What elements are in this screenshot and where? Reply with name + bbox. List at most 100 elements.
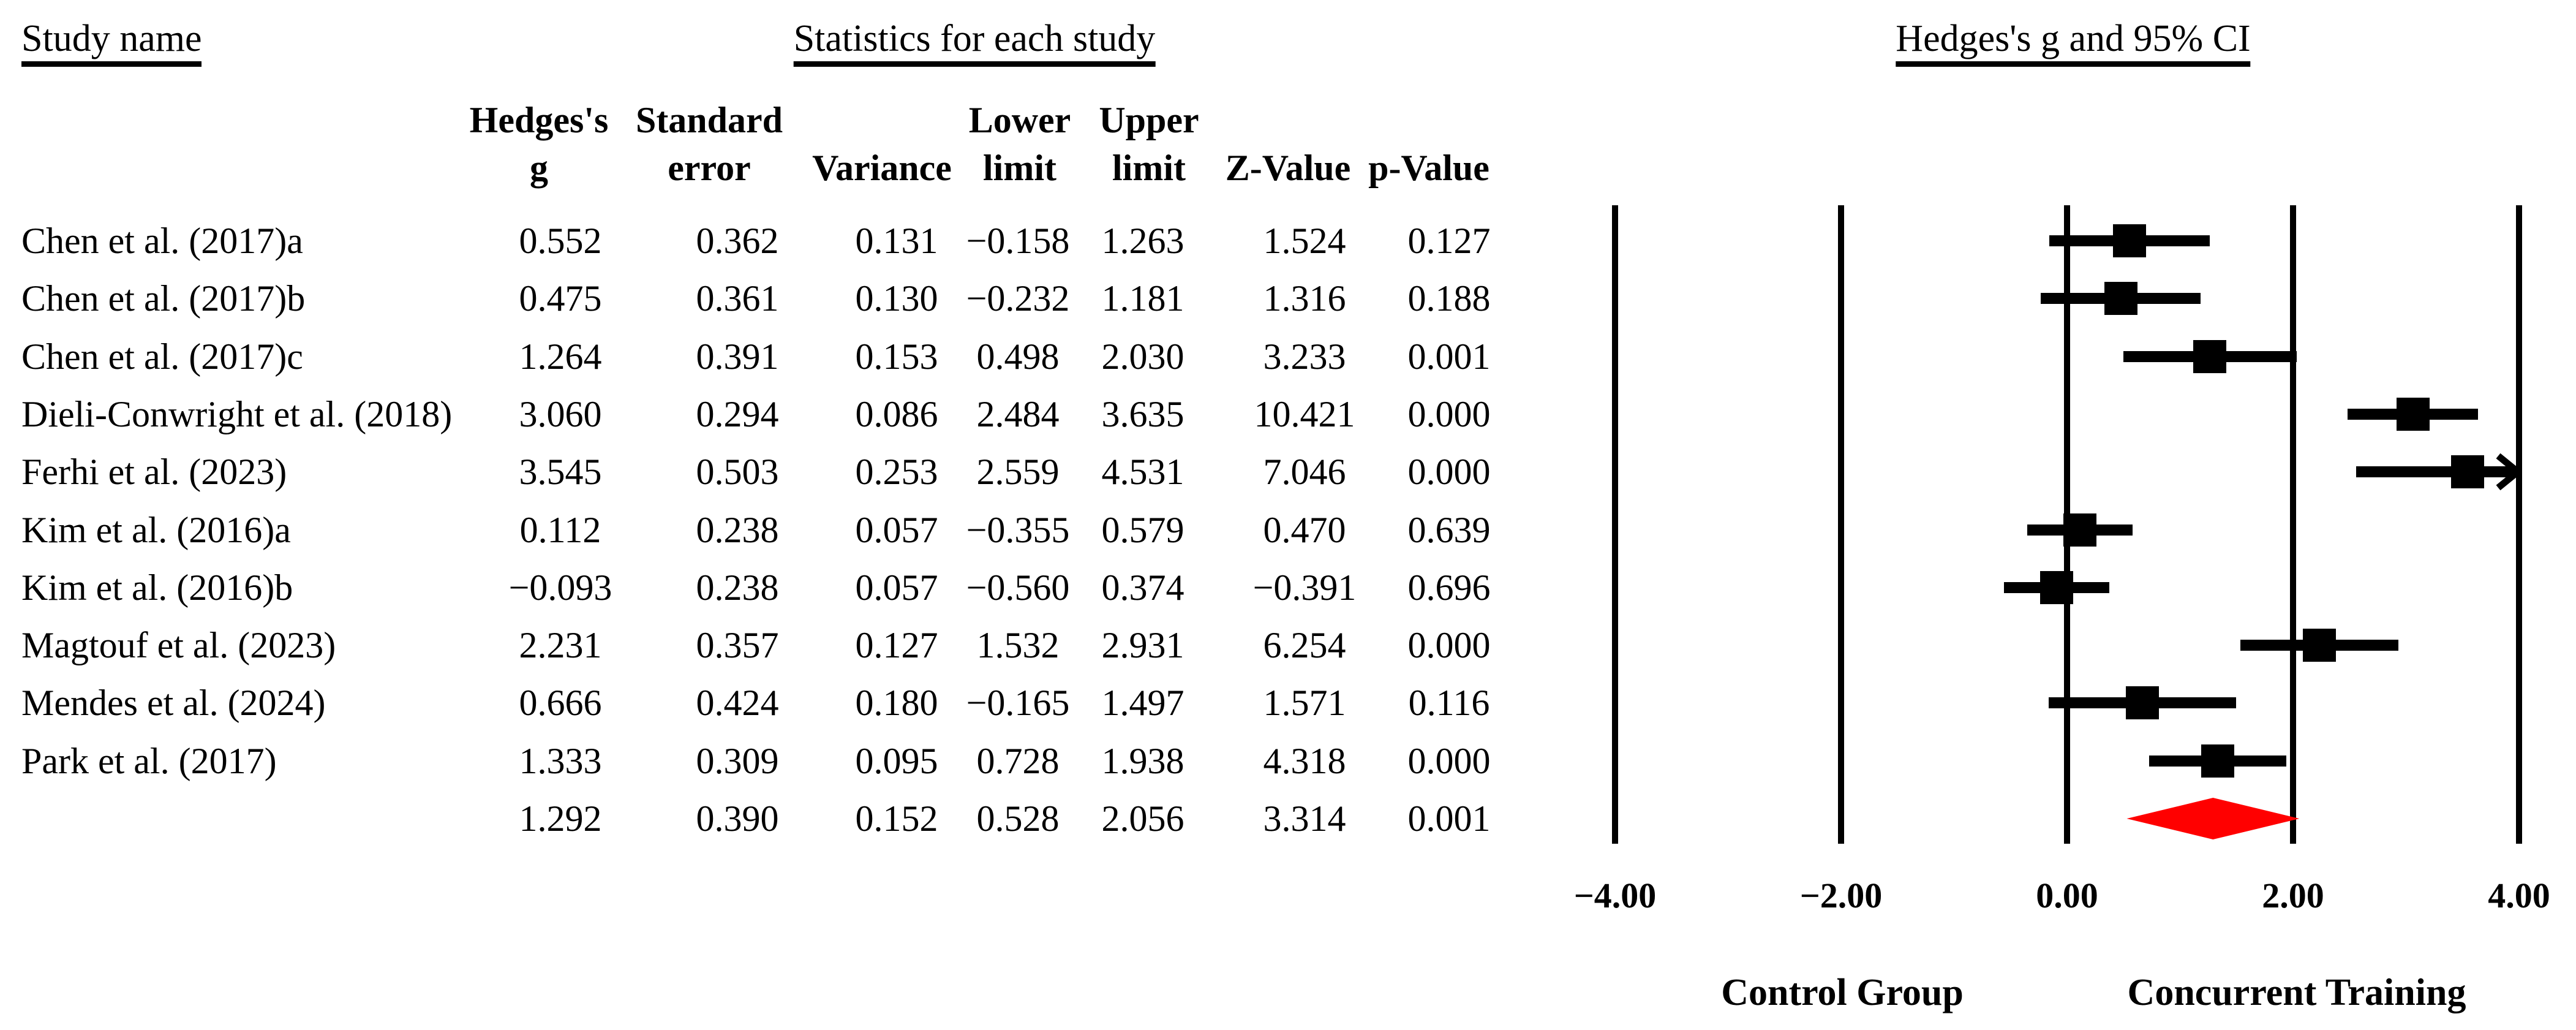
study-name-label: Kim et al. (2016)b bbox=[21, 567, 293, 608]
axis-tick-label: 4.00 bbox=[2488, 876, 2550, 915]
table-cell: 1.938 bbox=[1101, 740, 1184, 781]
table-cell: 3.545 bbox=[519, 452, 602, 493]
table-cell: 0.374 bbox=[1101, 567, 1184, 608]
table-cell: 0.000 bbox=[1407, 625, 1491, 666]
table-cell: 0.188 bbox=[1407, 278, 1491, 319]
table-cell: 2.056 bbox=[1101, 798, 1184, 839]
column-header: Lower bbox=[968, 100, 1071, 140]
table-cell: −0.093 bbox=[508, 567, 612, 608]
table-cell: 3.635 bbox=[1101, 393, 1184, 434]
table-cell: 0.696 bbox=[1407, 567, 1491, 608]
axis-gridline bbox=[2290, 205, 2296, 844]
table-cell: 2.231 bbox=[519, 625, 602, 666]
concurrent-training-label: Concurrent Training bbox=[2127, 972, 2466, 1013]
axis-tick-label: −4.00 bbox=[1573, 876, 1657, 915]
table-cell: 0.000 bbox=[1407, 452, 1491, 493]
table-cell: 0.131 bbox=[855, 221, 938, 261]
effect-square bbox=[2125, 686, 2159, 720]
table-cell: 0.357 bbox=[696, 625, 779, 666]
table-cell: 0.152 bbox=[855, 798, 938, 839]
table-cell: 0.153 bbox=[855, 336, 938, 377]
table-cell: 1.571 bbox=[1263, 683, 1346, 724]
table-cell: 2.484 bbox=[976, 393, 1060, 434]
effect-square bbox=[2112, 224, 2146, 257]
table-cell: 3.314 bbox=[1263, 798, 1346, 839]
table-cell: 0.180 bbox=[855, 683, 938, 724]
table-cell: 0.095 bbox=[855, 740, 938, 781]
table-cell: 0.528 bbox=[976, 798, 1060, 839]
column-header: error bbox=[668, 148, 751, 188]
table-cell: 4.318 bbox=[1263, 740, 1346, 781]
axis-gridline bbox=[1838, 205, 1844, 844]
table-cell: 0.086 bbox=[855, 393, 938, 434]
table-cell: 0.130 bbox=[855, 278, 938, 319]
study-name-label: Chen et al. (2017)b bbox=[21, 278, 306, 319]
table-cell: 1.292 bbox=[519, 798, 602, 839]
study-name-label: Kim et al. (2016)a bbox=[21, 509, 291, 550]
study-name-label: Chen et al. (2017)c bbox=[21, 336, 303, 377]
column-header: Standard bbox=[635, 100, 783, 140]
table-cell: 1.181 bbox=[1101, 278, 1184, 319]
column-header: Upper bbox=[1099, 100, 1199, 140]
axis-tick-label: 0.00 bbox=[2036, 876, 2098, 915]
column-header: limit bbox=[1112, 148, 1186, 188]
table-cell: 0.639 bbox=[1407, 509, 1491, 550]
column-header: Variance bbox=[812, 148, 952, 188]
table-cell: 2.559 bbox=[976, 452, 1060, 493]
table-cell: 1.316 bbox=[1263, 278, 1346, 319]
table-cell: 1.264 bbox=[519, 336, 602, 377]
table-cell: 0.391 bbox=[696, 336, 779, 377]
study-name-label: Chen et al. (2017)a bbox=[21, 221, 303, 261]
axis-gridline bbox=[1612, 205, 1618, 844]
table-cell: 0.253 bbox=[855, 452, 938, 493]
table-cell: 0.390 bbox=[696, 798, 779, 839]
control-group-label: Control Group bbox=[1721, 972, 1964, 1013]
table-cell: 0.116 bbox=[1408, 683, 1490, 724]
table-cell: 0.309 bbox=[696, 740, 779, 781]
table-cell: 0.057 bbox=[855, 509, 938, 550]
study-name-label: Mendes et al. (2024) bbox=[21, 683, 326, 724]
ci-section-title: Hedges's g and 95% CI bbox=[1896, 18, 2251, 67]
table-cell: −0.165 bbox=[966, 683, 1070, 724]
effect-square bbox=[2104, 282, 2137, 316]
table-cell: 0.470 bbox=[1263, 509, 1346, 550]
table-cell: 0.666 bbox=[519, 683, 602, 724]
study-name-column-title: Study name bbox=[21, 18, 202, 67]
table-cell: 0.498 bbox=[976, 336, 1060, 377]
table-cell: 0.057 bbox=[855, 567, 938, 608]
table-cell: −0.391 bbox=[1252, 567, 1357, 608]
table-cell: 1.263 bbox=[1101, 221, 1184, 261]
table-cell: 0.238 bbox=[696, 509, 779, 550]
table-cell: 7.046 bbox=[1263, 452, 1346, 493]
table-cell: −0.232 bbox=[966, 278, 1070, 319]
summary-diamond bbox=[2126, 798, 2300, 839]
ci-clip-arrow-icon bbox=[2496, 453, 2521, 491]
table-cell: 0.127 bbox=[1407, 221, 1491, 261]
table-cell: 0.000 bbox=[1407, 393, 1491, 434]
table-cell: 0.579 bbox=[1101, 509, 1184, 550]
column-header: g bbox=[530, 148, 548, 188]
table-cell: 2.931 bbox=[1101, 625, 1184, 666]
table-cell: 1.497 bbox=[1101, 683, 1184, 724]
table-cell: 1.524 bbox=[1263, 221, 1346, 261]
effect-square bbox=[2302, 629, 2336, 662]
table-cell: 0.361 bbox=[696, 278, 779, 319]
table-cell: 0.127 bbox=[855, 625, 938, 666]
table-cell: 4.531 bbox=[1101, 452, 1184, 493]
effect-square bbox=[2451, 455, 2485, 489]
table-cell: 0.362 bbox=[696, 221, 779, 261]
column-header: Z-Value bbox=[1225, 148, 1351, 188]
table-cell: 3.060 bbox=[519, 393, 602, 434]
table-cell: 2.030 bbox=[1101, 336, 1184, 377]
table-cell: 3.233 bbox=[1263, 336, 1346, 377]
table-cell: 0.238 bbox=[696, 567, 779, 608]
table-cell: 0.294 bbox=[696, 393, 779, 434]
axis-tick-label: 2.00 bbox=[2262, 876, 2324, 915]
column-header: Hedges's bbox=[469, 100, 609, 140]
effect-square bbox=[2039, 570, 2073, 604]
effect-square bbox=[2201, 744, 2234, 778]
table-cell: 0.001 bbox=[1407, 798, 1491, 839]
study-name-label: Ferhi et al. (2023) bbox=[21, 452, 287, 493]
study-name-label: Dieli-Conwright et al. (2018) bbox=[21, 393, 453, 434]
study-name-label: Magtouf et al. (2023) bbox=[21, 625, 336, 666]
